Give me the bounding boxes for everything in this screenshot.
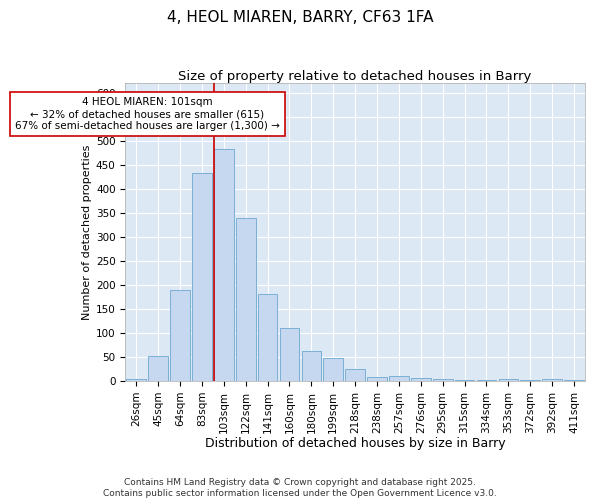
Bar [323,358,343,381]
Bar [280,328,299,381]
Bar [127,378,146,381]
Bar [411,378,431,381]
Bar [476,380,496,381]
Bar [389,376,409,381]
Bar [214,150,233,381]
Bar [542,379,562,381]
Bar [455,380,475,381]
Bar [564,380,584,381]
Bar [236,218,256,381]
Bar [170,290,190,381]
Bar [192,174,212,381]
Bar [258,294,277,381]
Bar [433,378,452,381]
Bar [367,376,387,381]
Y-axis label: Number of detached properties: Number of detached properties [82,144,92,320]
X-axis label: Distribution of detached houses by size in Barry: Distribution of detached houses by size … [205,437,505,450]
Text: 4, HEOL MIAREN, BARRY, CF63 1FA: 4, HEOL MIAREN, BARRY, CF63 1FA [167,10,433,25]
Text: Contains HM Land Registry data © Crown copyright and database right 2025.
Contai: Contains HM Land Registry data © Crown c… [103,478,497,498]
Bar [345,370,365,381]
Text: 4 HEOL MIAREN: 101sqm
← 32% of detached houses are smaller (615)
67% of semi-det: 4 HEOL MIAREN: 101sqm ← 32% of detached … [15,98,280,130]
Bar [302,351,321,381]
Bar [520,380,540,381]
Bar [499,378,518,381]
Title: Size of property relative to detached houses in Barry: Size of property relative to detached ho… [178,70,532,83]
Bar [148,356,168,381]
